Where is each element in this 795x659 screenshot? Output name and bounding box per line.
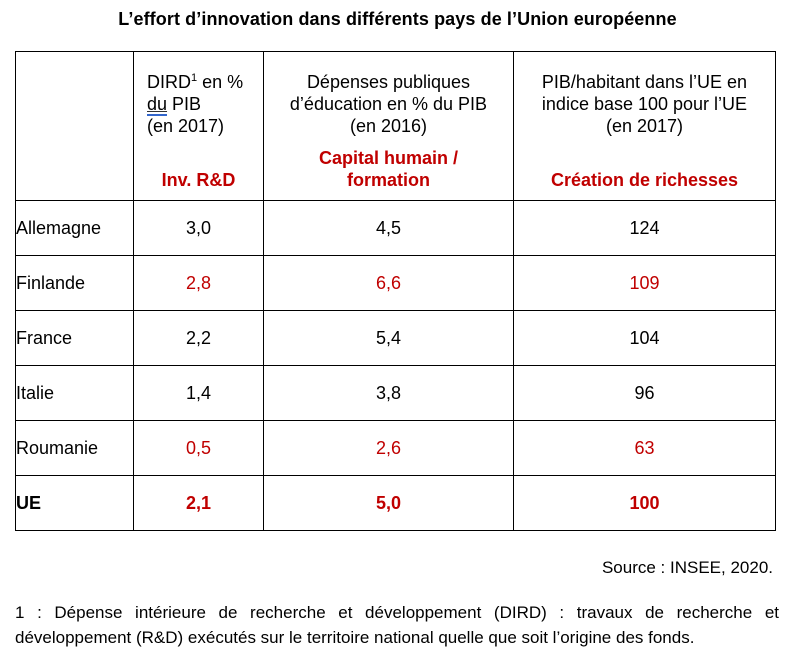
- header-dird-line3: (en 2017): [147, 116, 225, 136]
- header-dird-title: DIRD1 en % du PIB (en 2017): [140, 71, 257, 137]
- dird-value-cell: 1,4: [133, 365, 264, 421]
- dird-value-cell: 3,0: [133, 200, 264, 256]
- table-row-allemagne: Allemagne 3,0 4,5 124: [15, 200, 776, 256]
- country-cell: Allemagne: [15, 200, 134, 256]
- country-cell: Roumanie: [15, 420, 134, 476]
- education-value-cell: 3,8: [263, 365, 514, 421]
- country-cell: Finlande: [15, 255, 134, 311]
- header-education-line1: Dépenses publiques: [306, 72, 471, 92]
- dird-value-cell: 2,1: [133, 475, 264, 531]
- education-value-cell: 2,6: [263, 420, 514, 476]
- header-pib-theme-label: Création de richesses: [550, 170, 739, 190]
- table-row-france: France 2,2 5,4 104: [15, 310, 776, 366]
- pib-value-cell: 104: [513, 310, 776, 366]
- footnote-line2: développement (R&D) exécutés sur le terr…: [15, 628, 695, 647]
- header-dird-line1: DIRD1 en %: [147, 72, 244, 92]
- footnote-reference-1: 1: [191, 72, 198, 84]
- header-dird-line2: du PIB: [147, 94, 202, 116]
- education-value-cell: 6,6: [263, 255, 514, 311]
- dird-value-cell: 2,2: [133, 310, 264, 366]
- footnote-line1: 1 : Dépense intérieure de recherche et d…: [15, 603, 779, 622]
- pib-value-cell: 124: [513, 200, 776, 256]
- header-pib-line3: (en 2017): [605, 116, 684, 136]
- table-header-row: DIRD1 en % du PIB (en 2017) Inv. R&D Dép…: [15, 51, 776, 201]
- footnote: 1 : Dépense intérieure de recherche et d…: [15, 600, 779, 650]
- country-cell: Italie: [15, 365, 134, 421]
- education-value-cell: 5,0: [263, 475, 514, 531]
- country-cell: UE: [15, 475, 134, 531]
- header-education-line3: (en 2016): [349, 116, 428, 136]
- header-pib-title: PIB/habitant dans l’UE en indice base 10…: [520, 71, 769, 137]
- document-page: L’effort d’innovation dans différents pa…: [0, 9, 795, 659]
- header-pib-line2: indice base 100 pour l’UE: [541, 94, 748, 114]
- header-cell-country-empty: [15, 51, 134, 201]
- header-dird-theme-label: Inv. R&D: [161, 170, 236, 190]
- header-cell-dird: DIRD1 en % du PIB (en 2017) Inv. R&D: [133, 51, 264, 201]
- header-education-title: Dépenses publiques d’éducation en % du P…: [270, 71, 507, 137]
- header-cell-education: Dépenses publiques d’éducation en % du P…: [263, 51, 514, 201]
- source-caption: Source : INSEE, 2020.: [601, 558, 773, 577]
- table-row-italie: Italie 1,4 3,8 96: [15, 365, 776, 421]
- country-cell: France: [15, 310, 134, 366]
- page-title: L’effort d’innovation dans différents pa…: [118, 9, 677, 29]
- table-row-roumanie: Roumanie 0,5 2,6 63: [15, 420, 776, 476]
- dird-value-cell: 2,8: [133, 255, 264, 311]
- header-pib-line1: PIB/habitant dans l’UE en: [541, 72, 748, 92]
- grammar-underlined-word: du: [147, 94, 168, 116]
- pib-value-cell: 109: [513, 255, 776, 311]
- pib-value-cell: 63: [513, 420, 776, 476]
- table-row-ue: UE 2,1 5,0 100: [15, 475, 776, 531]
- pib-value-cell: 96: [513, 365, 776, 421]
- innovation-table: DIRD1 en % du PIB (en 2017) Inv. R&D Dép…: [15, 51, 776, 531]
- header-cell-pib: PIB/habitant dans l’UE en indice base 10…: [513, 51, 776, 201]
- header-education-theme-label: Capital humain / formation: [318, 148, 459, 190]
- pib-value-cell: 100: [513, 475, 776, 531]
- education-value-cell: 5,4: [263, 310, 514, 366]
- dird-value-cell: 0,5: [133, 420, 264, 476]
- table-row-finlande: Finlande 2,8 6,6 109: [15, 255, 776, 311]
- header-education-line2: d’éducation en % du PIB: [289, 94, 488, 114]
- education-value-cell: 4,5: [263, 200, 514, 256]
